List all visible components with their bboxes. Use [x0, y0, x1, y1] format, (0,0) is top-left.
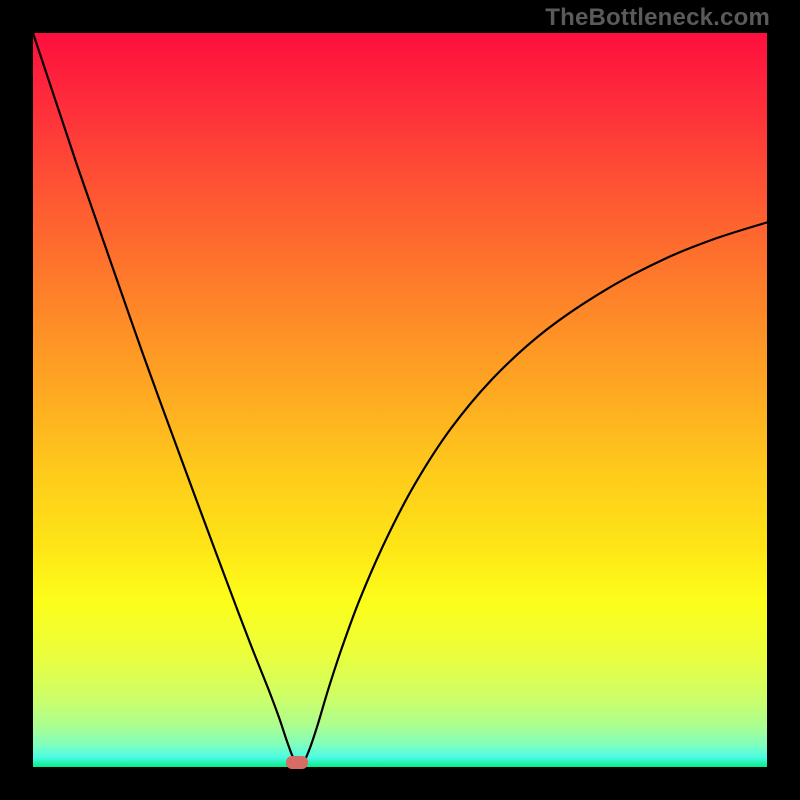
optimal-point-marker: [286, 756, 308, 769]
bottleneck-curve: [33, 33, 767, 767]
chart-container: TheBottleneck.com: [0, 0, 800, 800]
watermark-text: TheBottleneck.com: [545, 4, 770, 32]
curve-layer: [33, 33, 767, 767]
plot-area: [33, 33, 767, 767]
